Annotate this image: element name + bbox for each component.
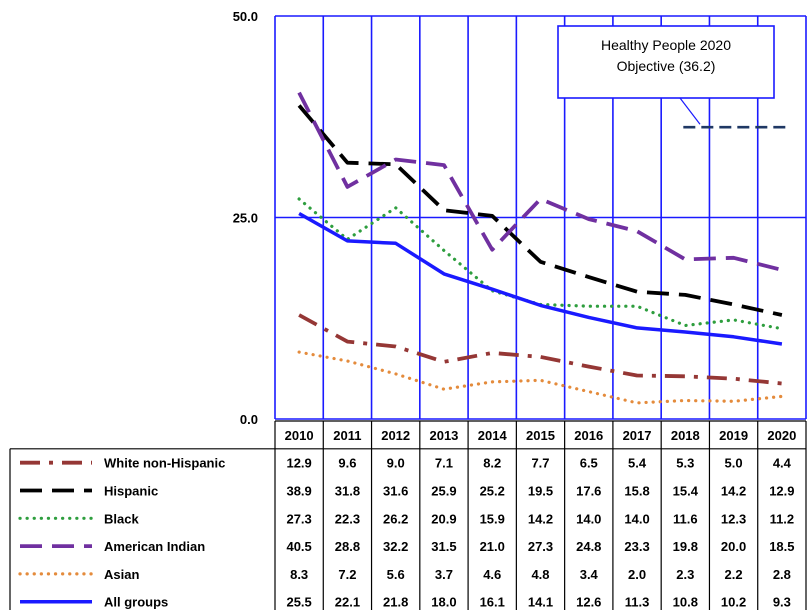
table-cell: 14.1	[528, 595, 553, 610]
table-cell: 9.3	[773, 595, 791, 610]
table-cell: 8.2	[483, 456, 501, 471]
y-tick-label: 50.0	[233, 9, 258, 24]
table-cell: 11.2	[770, 511, 795, 526]
legend-label: Asian	[104, 567, 139, 582]
x-tick-label: 2019	[719, 428, 748, 443]
table-cell: 16.1	[480, 595, 505, 610]
table-cell: 19.5	[528, 484, 553, 499]
table-cell: 18.5	[769, 539, 794, 554]
table-cell: 25.5	[286, 595, 311, 610]
table-cell: 21.8	[383, 595, 408, 610]
series-line-asian	[297, 350, 784, 405]
table-cell: 20.0	[721, 539, 746, 554]
objective-label: Objective (36.2)	[617, 58, 716, 74]
table-cell: 27.3	[528, 539, 553, 554]
table-cell: 17.6	[576, 484, 601, 499]
table-cell: 31.8	[335, 484, 360, 499]
legend-label: All groups	[104, 595, 168, 610]
y-tick-label: 0.0	[240, 412, 258, 427]
legend-label: Black	[104, 511, 139, 526]
table-cell: 2.2	[725, 567, 743, 582]
table-cell: 5.4	[628, 456, 647, 471]
x-tick-label: 2016	[574, 428, 603, 443]
table-cell: 38.9	[286, 484, 311, 499]
legend-label: American Indian	[104, 539, 205, 554]
table-cell: 22.1	[335, 595, 360, 610]
table-cell: 3.7	[435, 567, 453, 582]
table-cell: 24.8	[576, 539, 601, 554]
series-line-american-indian	[297, 91, 783, 272]
x-tick-label: 2018	[671, 428, 700, 443]
x-tick-label: 2014	[478, 428, 508, 443]
table-cell: 15.8	[624, 484, 649, 499]
table-cell: 7.1	[435, 456, 453, 471]
table-cell: 31.6	[383, 484, 408, 499]
table-cell: 28.8	[335, 539, 360, 554]
legend-label: Hispanic	[104, 484, 158, 499]
table-cell: 2.0	[628, 567, 646, 582]
table-cell: 25.9	[431, 484, 456, 499]
table-cell: 12.3	[721, 511, 746, 526]
x-tick-label: 2017	[623, 428, 652, 443]
table-cell: 14.0	[624, 511, 649, 526]
table-cell: 9.6	[338, 456, 356, 471]
table-cell: 5.6	[387, 567, 405, 582]
table-cell: 18.0	[431, 595, 456, 610]
table-cell: 20.9	[431, 511, 456, 526]
table-cell: 21.0	[480, 539, 505, 554]
table-cell: 14.2	[528, 511, 553, 526]
table-cell: 31.5	[431, 539, 456, 554]
series-line-all-groups	[298, 211, 783, 346]
table-cell: 6.5	[580, 456, 598, 471]
table-cell: 14.0	[576, 511, 601, 526]
table-cell: 12.6	[576, 595, 601, 610]
table-cell: 4.6	[483, 567, 501, 582]
table-cell: 19.8	[673, 539, 698, 554]
legend-label: White non-Hispanic	[104, 456, 225, 471]
table-cell: 22.3	[335, 511, 360, 526]
x-tick-label: 2010	[285, 428, 314, 443]
table-cell: 10.2	[721, 595, 746, 610]
table-cell: 4.8	[531, 567, 549, 582]
table-cell: 4.4	[773, 456, 792, 471]
table-cell: 14.2	[721, 484, 746, 499]
objective-callout-box	[557, 25, 775, 99]
x-tick-label: 2012	[381, 428, 410, 443]
table-cell: 12.9	[286, 456, 311, 471]
x-tick-label: 2015	[526, 428, 555, 443]
table-cell: 2.3	[676, 567, 694, 582]
table-cell: 5.0	[725, 456, 743, 471]
table-cell: 2.8	[773, 567, 791, 582]
table-cell: 40.5	[286, 539, 311, 554]
table-cell: 26.2	[383, 511, 408, 526]
x-tick-label: 2020	[767, 428, 796, 443]
table-cell: 12.9	[769, 484, 794, 499]
series-line-hispanic	[297, 104, 783, 317]
table-cell: 15.4	[673, 484, 699, 499]
x-tick-label: 2011	[333, 428, 361, 443]
table-cell: 32.2	[383, 539, 408, 554]
table-cell: 11.6	[673, 511, 698, 526]
table-cell: 7.7	[531, 456, 549, 471]
table-cell: 25.2	[480, 484, 505, 499]
table-cell: 7.2	[338, 567, 356, 582]
y-tick-label: 25.0	[233, 211, 258, 226]
objective-callout-pointer	[679, 97, 701, 125]
objective-label: Healthy People 2020	[601, 37, 731, 53]
table-cell: 5.3	[676, 456, 694, 471]
table-cell: 10.8	[673, 595, 698, 610]
series-line-white-non-hispanic	[298, 313, 783, 386]
table-cell: 3.4	[580, 567, 599, 582]
table-cell: 9.0	[387, 456, 405, 471]
table-cell: 27.3	[286, 511, 311, 526]
table-cell: 11.3	[625, 595, 650, 610]
table-cell: 8.3	[290, 567, 308, 582]
table-cell: 23.3	[624, 539, 649, 554]
x-tick-label: 2013	[429, 428, 458, 443]
table-cell: 15.9	[480, 511, 505, 526]
